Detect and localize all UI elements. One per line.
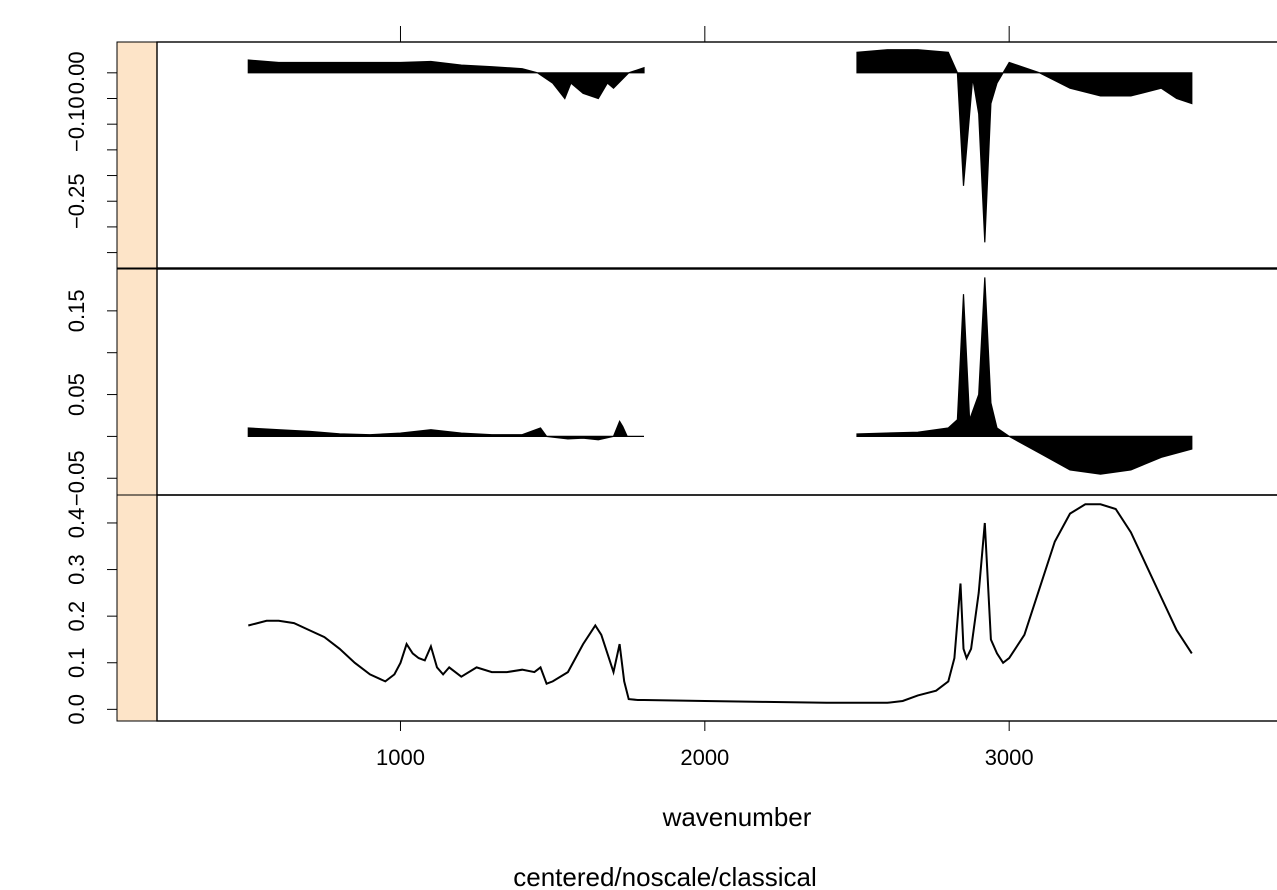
y-tick-label-ref-4: 0.4 (64, 508, 89, 539)
panel-ref: Reference Spectrum0.00.10.20.30.4 (64, 494, 1277, 725)
panels-layer: PC 2 Loadings−0.25−0.100.00PC 1 Loadings… (64, 41, 1277, 725)
y-tick-label-pc2-5: −0.10 (64, 96, 89, 152)
panel-pc2: PC 2 Loadings−0.25−0.100.00 (64, 41, 1277, 269)
y-tick-label-pc1-4: 0.15 (64, 289, 89, 332)
x-tick-label-0: 1000 (376, 745, 425, 770)
series-pc2-segment-1 (856, 49, 1193, 243)
x-tick-label-1: 2000 (680, 745, 729, 770)
series-ref-segment-0 (248, 503, 1193, 704)
y-tick-label-pc1-2: 0.05 (64, 373, 89, 416)
y-tick-label-ref-0: 0.0 (64, 694, 89, 725)
strip-pc1 (116, 268, 158, 496)
x-axis-label: wavenumber (662, 802, 812, 832)
y-tick-label-pc1-0: −0.05 (64, 450, 89, 506)
panel-frame-pc2 (156, 41, 1277, 269)
strip-pc2 (116, 41, 158, 269)
strip-ref (116, 494, 158, 722)
series-pc1-segment-1 (856, 277, 1193, 475)
y-tick-label-pc2-7: 0.00 (64, 51, 89, 94)
panel-pc1: PC 1 Loadings−0.050.050.15 (64, 268, 1277, 506)
x-tick-label-2: 3000 (985, 745, 1034, 770)
series-pc1-segment-0 (247, 419, 644, 441)
y-tick-label-ref-3: 0.3 (64, 554, 89, 585)
chart-subtitle: centered/noscale/classical (513, 862, 817, 890)
y-tick-label-pc2-2: −0.25 (64, 173, 89, 229)
axes-layer: 1000 2000 3000 (376, 26, 1034, 770)
panel-frame-ref (156, 494, 1277, 722)
series-pc2-segment-0 (247, 59, 645, 100)
y-tick-label-ref-1: 0.1 (64, 647, 89, 678)
y-tick-label-ref-2: 0.2 (64, 601, 89, 632)
